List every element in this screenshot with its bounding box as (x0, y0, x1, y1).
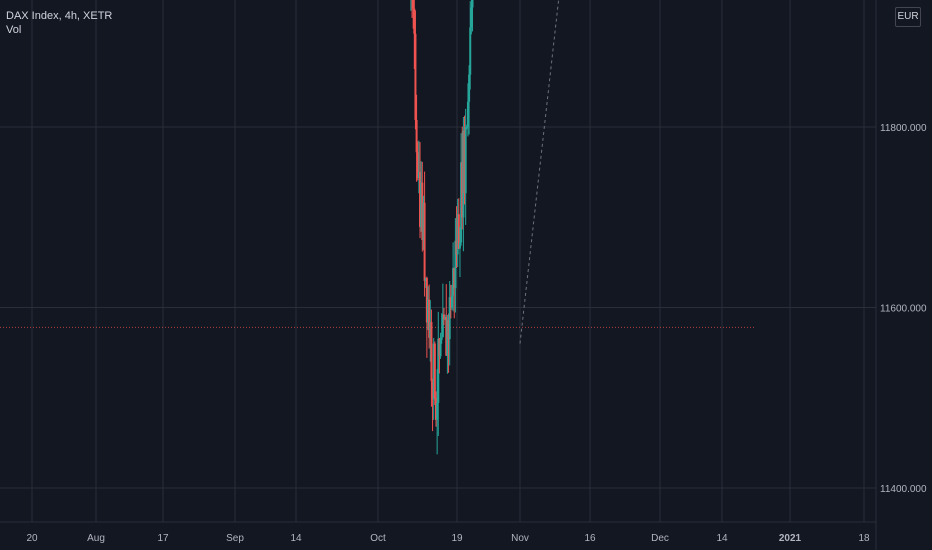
candle-body (423, 202, 426, 281)
candle-body (442, 314, 445, 320)
candle-body (458, 242, 461, 249)
candle-body (437, 338, 440, 403)
candle-body (445, 317, 448, 356)
x-tick-label: 19 (451, 533, 463, 544)
candle-body (466, 101, 469, 127)
candle-body (441, 314, 444, 338)
candle-body (464, 127, 467, 194)
x-tick-label: Aug (87, 533, 105, 544)
y-tick-label: 11800.000 (880, 123, 927, 134)
x-tick-label: 16 (584, 533, 596, 544)
candle-body (439, 339, 442, 357)
candle-body (425, 277, 428, 323)
candle-body (454, 240, 457, 289)
candle-body (460, 162, 463, 243)
candle-body (412, 0, 415, 9)
candle-body (428, 299, 431, 338)
x-tick-label: Nov (511, 533, 529, 544)
candle-body (465, 127, 468, 128)
chart-legend: DAX Index, 4h, XETR Vol (6, 9, 112, 37)
x-tick-label: Sep (226, 533, 244, 544)
x-tick-label: 14 (716, 533, 728, 544)
candle-body (417, 172, 420, 178)
candle-body (420, 182, 423, 227)
candle-body (436, 402, 439, 420)
x-tick-label: 14 (290, 533, 302, 544)
currency-button[interactable]: EUR (895, 7, 921, 27)
candle-body (433, 343, 436, 398)
y-tick-label: 11600.000 (880, 304, 927, 315)
candle-body (457, 214, 460, 249)
x-tick-label: 20 (26, 533, 38, 544)
y-tick-label: 11400.000 (880, 484, 927, 495)
candle-body (422, 202, 425, 241)
x-tick-label: 18 (858, 533, 870, 544)
candle-body (448, 297, 451, 340)
x-tick-label: Dec (651, 533, 669, 544)
x-tick-label: 17 (157, 533, 169, 544)
symbol-title[interactable]: DAX Index, 4h, XETR (6, 10, 113, 22)
candle-body (421, 182, 424, 241)
candle-body (413, 8, 416, 34)
candle-body (444, 317, 447, 320)
x-tick-label: Oct (370, 533, 386, 544)
candle-body (469, 27, 472, 75)
candle-body (429, 322, 432, 338)
candle-body (449, 297, 452, 308)
candle-body (416, 152, 419, 178)
candle-body (463, 130, 466, 194)
candle-body (446, 320, 449, 356)
candle-body (431, 380, 434, 400)
candle-body (440, 337, 443, 340)
candle-body (427, 299, 430, 323)
candle-body (438, 338, 441, 357)
candle-body (452, 268, 455, 296)
candle-body (456, 214, 459, 255)
candle-body (471, 0, 474, 8)
candle-body (461, 162, 464, 218)
candle-body (414, 33, 417, 120)
candle-body (430, 322, 433, 381)
candle-body (424, 277, 427, 281)
candle-body (450, 295, 453, 308)
candle-body (434, 397, 437, 420)
volume-label[interactable]: Vol (6, 24, 22, 36)
candle-body (453, 268, 456, 289)
candle-body (447, 320, 450, 340)
candle-body (432, 343, 435, 400)
candle-body (470, 7, 473, 28)
candle-body (415, 119, 418, 153)
candle-body (419, 172, 422, 227)
candle-body (468, 74, 471, 102)
x-tick-label: 2021 (779, 533, 802, 544)
candle-body (455, 240, 458, 255)
candle-body (462, 130, 465, 218)
